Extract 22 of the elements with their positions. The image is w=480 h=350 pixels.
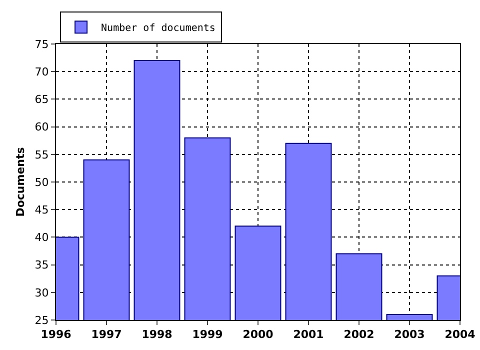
y-tick-label: 35: [34, 258, 49, 272]
y-tick-label: 70: [34, 65, 49, 78]
x-tick-label: 2004: [444, 328, 476, 342]
x-tick-label: 1996: [40, 328, 72, 342]
y-tick-label: 45: [34, 203, 49, 216]
y-axis-title: Documents: [14, 146, 27, 217]
y-tick-label: 55: [34, 148, 49, 162]
y-tick-label: 25: [34, 314, 49, 327]
x-tick-label: 1999: [192, 328, 223, 342]
y-tick-label: 40: [34, 231, 49, 244]
y-tick-label: 60: [34, 120, 49, 134]
x-tick-label: 1998: [142, 328, 172, 342]
x-tick-label: 2001: [293, 328, 324, 342]
x-tick-label: 2002: [344, 328, 374, 342]
y-tick-label: 65: [34, 93, 49, 106]
y-tick-label: 75: [34, 38, 49, 51]
y-tick-label: 50: [34, 176, 49, 189]
x-tick-label: 2003: [394, 328, 425, 342]
x-tick-label: 1997: [91, 328, 122, 342]
y-tick-label: 30: [34, 286, 49, 300]
legend-label: Number of documents: [101, 23, 216, 34]
x-tick-label: 2000: [242, 328, 274, 342]
